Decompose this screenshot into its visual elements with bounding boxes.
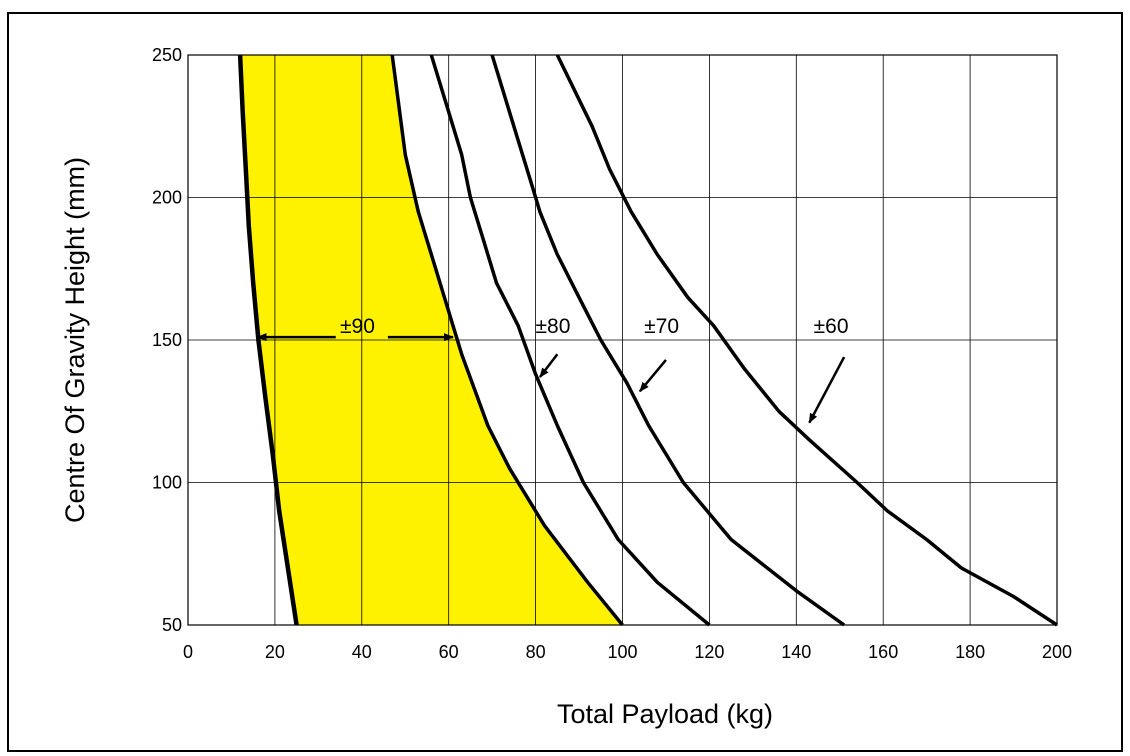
x-tick-label: 180	[955, 642, 985, 662]
annotation-label: ±90	[340, 315, 375, 338]
series-line	[429, 54, 711, 627]
x-tick-label: 40	[352, 642, 372, 662]
x-tick-label: 80	[526, 642, 546, 662]
series-line	[390, 54, 624, 627]
y-tick-label: 150	[152, 330, 182, 350]
annotation-label: ±60	[814, 315, 849, 338]
annotation-arrow	[808, 356, 846, 424]
annotation-layer: ±90 ±80 ±70 ±60	[256, 315, 849, 424]
y-tick-label: 200	[152, 188, 182, 208]
annotation-arrow	[538, 353, 559, 378]
x-tick-label: 120	[694, 642, 724, 662]
annotation-arrow	[638, 359, 667, 393]
x-tick-label: 140	[781, 642, 811, 662]
x-tick-label: 100	[607, 642, 637, 662]
y-axis-title: Centre Of Gravity Height (mm)	[60, 157, 90, 523]
y-tick-label: 250	[152, 45, 182, 65]
x-tick-label: 160	[868, 642, 898, 662]
series-line	[555, 54, 1058, 627]
y-tick-label: 100	[152, 473, 182, 493]
series-line	[490, 54, 846, 627]
x-tick-label: 60	[439, 642, 459, 662]
x-tick-label: 20	[265, 642, 285, 662]
chart-frame	[7, 12, 1123, 752]
x-tick-label: 0	[183, 642, 193, 662]
y-tick-label: 50	[162, 615, 182, 635]
annotation-label: ±80	[536, 315, 571, 338]
x-axis-title: Total Payload (kg)	[557, 699, 773, 729]
tick-label-layer: 0 20 40 60 80 100 120 140 160 180 200 50 100 150 200 25…	[152, 45, 1072, 662]
x-tick-label: 200	[1042, 642, 1072, 662]
annotation-label: ±70	[644, 315, 679, 338]
